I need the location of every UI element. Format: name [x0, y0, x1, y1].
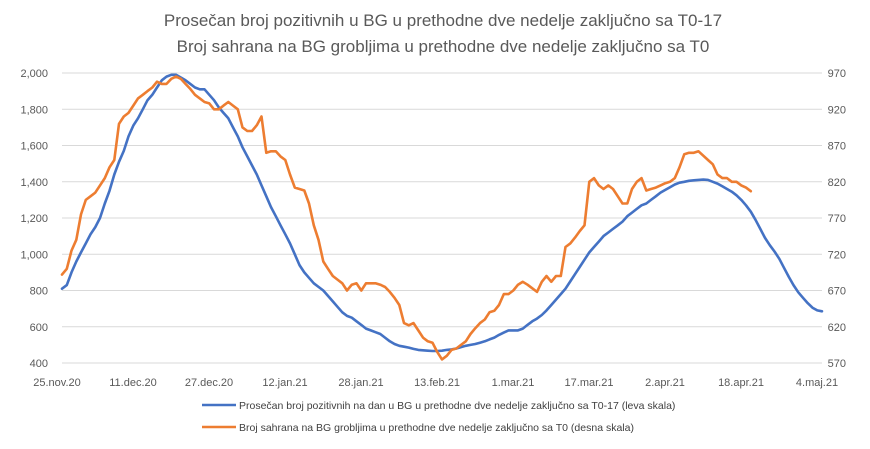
- series-line-2: [60, 75, 753, 361]
- y-left-tick-label: 1,600: [20, 141, 48, 153]
- chart-subtitle: Broj sahrana na BG grobljima u prethodne…: [177, 37, 710, 56]
- y-right-tick-label: 670: [828, 286, 846, 298]
- legend-label-1: Prosečan broj pozitivnih na dan u BG u p…: [239, 400, 675, 412]
- y-left-tick-label: 1,400: [20, 177, 48, 189]
- x-tick-label: 11.dec.20: [109, 377, 157, 389]
- y-right-tick-label: 620: [828, 322, 846, 334]
- y-right-tick-label: 870: [828, 141, 846, 153]
- y-left-axis: 400 600 800 1,000 1,200 1,400 1,600 1,800 2,000: [20, 68, 48, 370]
- y-right-tick-label: 720: [828, 249, 846, 261]
- x-tick-label: 2.apr.21: [645, 377, 685, 389]
- x-tick-label: 27.dec.20: [185, 377, 233, 389]
- x-tick-label: 13.feb.21: [414, 377, 460, 389]
- x-tick-label: 4.maj.21: [796, 377, 838, 389]
- y-left-tick-label: 400: [30, 358, 48, 370]
- y-right-tick-label: 770: [828, 213, 846, 225]
- series-line-1: [60, 73, 824, 353]
- legend-label-2: Broj sahrana na BG grobljima u prethodne…: [239, 422, 634, 434]
- chart-title: Prosečan broj pozitivnih u BG u prethodn…: [164, 11, 722, 30]
- y-right-tick-label: 920: [828, 104, 846, 116]
- series-layer: [60, 73, 824, 361]
- y-left-tick-label: 1,200: [20, 213, 48, 225]
- grid: [62, 72, 822, 364]
- y-left-tick-label: 1,000: [20, 249, 48, 261]
- y-left-tick-label: 600: [30, 322, 48, 334]
- x-tick-label: 12.jan.21: [262, 377, 307, 389]
- x-axis: 25.nov.20 11.dec.20 27.dec.20 12.jan.21 28.j…: [33, 377, 838, 389]
- x-tick-label: 25.nov.20: [33, 377, 81, 389]
- y-right-tick-label: 570: [828, 358, 846, 370]
- x-tick-label: 17.mar.21: [565, 377, 614, 389]
- y-left-tick-label: 2,000: [20, 68, 48, 80]
- x-tick-label: 18.apr.21: [718, 377, 764, 389]
- legend: Prosečan broj pozitivnih na dan u BG u p…: [202, 400, 675, 434]
- y-left-tick-label: 800: [30, 286, 48, 298]
- x-tick-label: 1.mar.21: [492, 377, 535, 389]
- x-tick-label: 28.jan.21: [338, 377, 383, 389]
- y-right-tick-label: 970: [828, 68, 846, 80]
- y-right-axis: 570 620 670 720 770 820 870 920 970: [828, 68, 846, 370]
- y-left-tick-label: 1,800: [20, 104, 48, 116]
- y-right-tick-label: 820: [828, 177, 846, 189]
